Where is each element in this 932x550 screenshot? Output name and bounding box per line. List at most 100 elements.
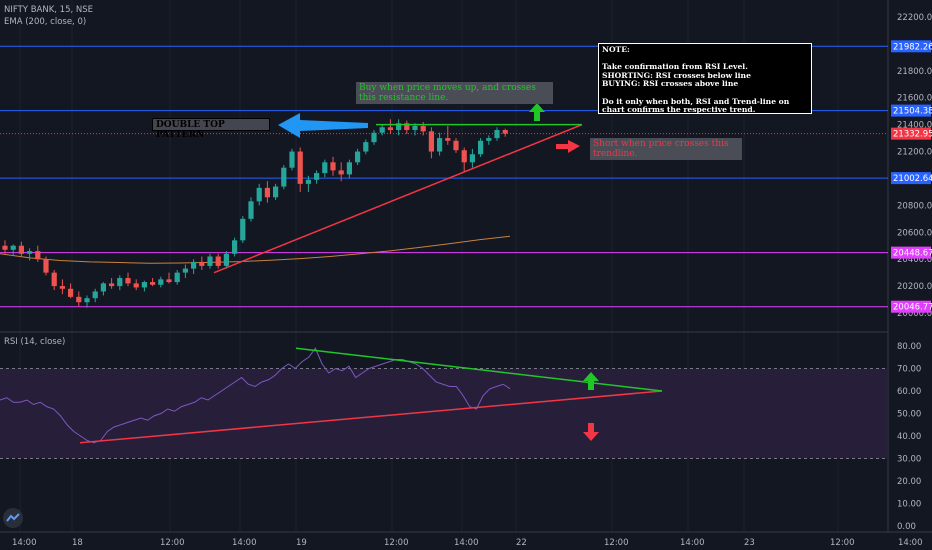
price-tick: 20000.00 (897, 309, 932, 319)
price-tag-text: 20448.67 (893, 249, 932, 259)
time-tick: 14:00 (232, 538, 257, 548)
rsi-tick: 80.00 (897, 342, 921, 352)
candle-body (387, 127, 393, 131)
candle-body (100, 283, 106, 292)
rsi-tick: 40.00 (897, 432, 921, 442)
rsi-axis: 80.00 70.00 60.00 50.00 40.00 30.00 20.00 10.00… (897, 342, 921, 532)
candle-body (158, 279, 164, 285)
rsi-tick: 50.00 (897, 410, 921, 420)
price-tag-text: 21504.38 (893, 107, 932, 117)
time-tick: 12:00 (384, 538, 409, 548)
price-tick: 20400.00 (897, 255, 932, 265)
candle-body (35, 251, 41, 260)
candle-body (305, 179, 311, 184)
candle-body (297, 151, 303, 184)
time-tick: 18 (72, 538, 83, 548)
short-annotation: Short when price crosses this trendline. (590, 138, 742, 160)
candle-body (355, 151, 361, 163)
price-tag-bg (891, 40, 931, 53)
time-tick: 14:00 (12, 538, 37, 548)
rsi-band (0, 368, 888, 459)
candle-body (478, 140, 484, 155)
candle-body (371, 132, 377, 143)
price-tag-text: 21332.95 (893, 130, 932, 140)
candle-body (10, 245, 16, 250)
candle-body (51, 272, 57, 287)
candle-body (396, 123, 402, 131)
price-tick: 22200.00 (897, 13, 932, 23)
candle-body (232, 240, 238, 254)
price-tick: 21200.00 (897, 148, 932, 158)
time-tick: 12:00 (604, 538, 629, 548)
candle-body (404, 123, 410, 131)
candle-body (2, 245, 8, 250)
candle-body (68, 288, 74, 297)
candle-body (420, 125, 426, 132)
candle-body (207, 256, 213, 266)
rsi-resistance-trendline (295, 347, 663, 392)
candle-body (133, 283, 139, 288)
rsi-up-arrow-icon (583, 372, 599, 390)
candle-body (412, 125, 418, 131)
logo-glyph-icon (6, 513, 20, 522)
candle-body (486, 138, 492, 141)
note-box: NOTE: Take confirmation from RSI Level. … (598, 43, 812, 114)
price-support-trendline (213, 123, 583, 274)
symbol-label: NIFTY BANK, 15, NSE (4, 5, 93, 15)
candle-body (273, 186, 279, 198)
rsi-support-trendline (79, 390, 663, 444)
time-axis: 14:00 18 12:00 14:00 19 12:00 14:00 22 12:00 14:0… (12, 538, 923, 548)
candle-body (92, 291, 98, 299)
candle-body (289, 151, 295, 168)
tradingview-logo-icon[interactable] (3, 508, 23, 528)
candle-body (322, 162, 328, 174)
price-tag-bg (891, 300, 931, 313)
candle-body (437, 138, 443, 152)
price-tag-text: 21002.64 (893, 174, 932, 184)
candle-body (125, 278, 131, 284)
time-tick: 19 (296, 538, 307, 548)
buy-annotation: Buy when price moves up, and crosses thi… (356, 82, 553, 104)
candle-body (215, 256, 221, 266)
time-tick: 14:00 (454, 538, 479, 548)
price-tag-text: 20046.77 (893, 303, 932, 313)
candle-body (469, 154, 475, 163)
price-tick: 21600.00 (897, 94, 932, 104)
rsi-line (0, 347, 511, 444)
candle-body (199, 261, 205, 266)
price-tick: 20800.00 (897, 201, 932, 211)
rsi-tick: 10.00 (897, 500, 921, 510)
rsi-down-arrow-icon (583, 423, 599, 441)
price-tick: 20200.00 (897, 282, 932, 292)
candle-body (109, 283, 115, 287)
left-arrow-icon (278, 113, 368, 138)
candle-body (256, 187, 262, 202)
price-tag-bg (891, 172, 931, 185)
rsi-tick: 20.00 (897, 477, 921, 487)
candle-body (502, 130, 508, 134)
candle-body (281, 167, 287, 187)
candle-body (141, 282, 147, 288)
candles (2, 119, 508, 308)
candle-body (338, 170, 344, 175)
candle-body (166, 279, 172, 283)
price-tick: 21400.00 (897, 121, 932, 131)
price-tags: 21982.26 21504.38 21332.95 21002.64 20448.67… (891, 40, 932, 313)
trendlines (79, 103, 663, 444)
price-tick: 20600.00 (897, 228, 932, 238)
candle-body (150, 282, 156, 285)
candle-body (27, 251, 33, 254)
candle-body (84, 298, 90, 303)
candle-body (76, 296, 82, 303)
time-tick: 22 (516, 538, 527, 548)
candle-body (174, 272, 180, 283)
rsi-label: RSI (14, close) (4, 337, 65, 347)
price-tag-bg (891, 127, 931, 140)
candle-body (428, 131, 434, 152)
time-tick: 12:00 (160, 538, 185, 548)
price-tag-text: 21982.26 (893, 42, 932, 52)
candle-body (182, 268, 188, 273)
candle-body (223, 253, 229, 266)
candle-body (461, 150, 467, 163)
